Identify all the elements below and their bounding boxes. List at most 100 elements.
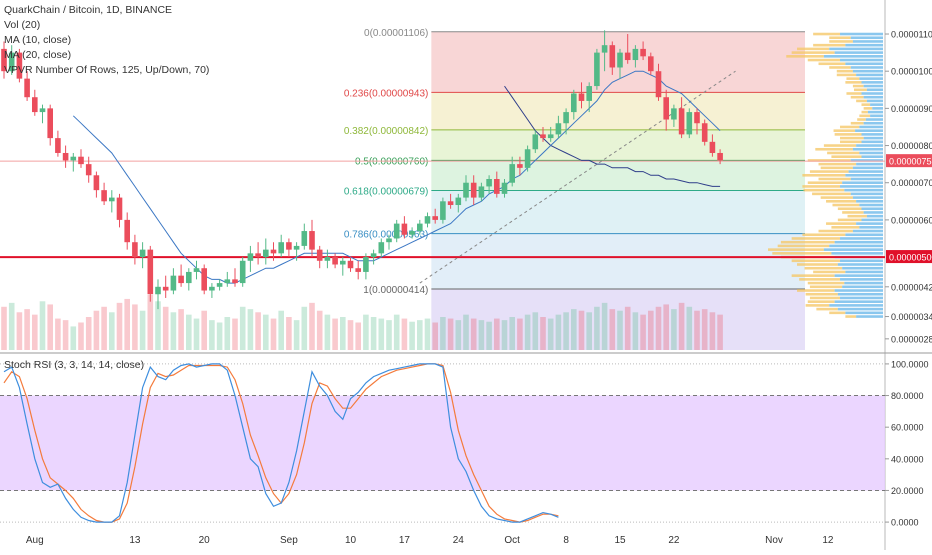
candle-body — [239, 260, 246, 284]
fib-zone — [431, 190, 805, 234]
candle-body — [386, 238, 392, 243]
volume-bar — [232, 318, 238, 350]
vpvr-bar-down — [802, 173, 846, 177]
legend-ma-20[interactable]: MA (20, close) — [4, 49, 72, 61]
time-tick-label: Aug — [26, 535, 44, 546]
candle-body — [624, 52, 631, 61]
vpvr-bar-up — [863, 136, 883, 140]
vpvr-bar-up — [831, 252, 883, 255]
volume-bar — [24, 309, 30, 350]
candle-body — [447, 201, 454, 206]
volume-bar — [532, 312, 539, 350]
candle-body — [232, 279, 238, 284]
volume-bar — [524, 314, 531, 350]
stoch-rsi-legend[interactable]: Stoch RSI (3, 3, 14, 14, close) — [4, 359, 145, 371]
vpvr-bar-down — [857, 118, 866, 121]
vpvr-bar-up — [840, 185, 883, 188]
vpvr-bar-down — [772, 252, 832, 255]
volume-bar — [370, 317, 377, 350]
candle-body — [601, 45, 608, 53]
candle-body — [270, 249, 277, 254]
vpvr-bar-down — [818, 162, 857, 166]
candle-body — [47, 108, 53, 139]
vpvr-bar-down — [820, 166, 853, 170]
vpvr-bar-down — [829, 36, 851, 40]
volume-bar — [186, 314, 192, 350]
vpvr-bar-up — [834, 289, 883, 292]
legend-ma-10[interactable]: MA (10, close) — [4, 34, 72, 46]
vpvr-bar-down — [833, 129, 856, 132]
candle-body — [78, 156, 84, 165]
candle-body — [39, 108, 46, 113]
fib-zone — [431, 129, 805, 161]
vpvr-bar-down — [807, 281, 845, 285]
candle-body — [463, 182, 469, 198]
vpvr-bar-up — [845, 233, 883, 237]
vpvr-bar-down — [813, 270, 846, 274]
vpvr-bar-down — [827, 151, 860, 155]
candle-body — [162, 286, 169, 291]
legend-vpvr[interactable]: VPVR Number Of Rows, 125, Up/Down, 70) — [4, 64, 210, 76]
volume-bar — [355, 322, 361, 350]
candle-body — [524, 149, 531, 168]
vpvr-bar-down — [850, 121, 864, 125]
vpvr-bar-down — [836, 69, 853, 73]
volume-bar — [209, 320, 215, 350]
volume-bar — [324, 314, 331, 350]
volume-bar — [648, 310, 654, 350]
candle-body — [216, 283, 223, 287]
volume-bar — [109, 312, 115, 350]
vpvr-bar-down — [826, 222, 857, 225]
vpvr-bar-up — [850, 159, 883, 162]
vpvr-bar-up — [861, 92, 883, 95]
candle-body — [55, 138, 61, 153]
candle-body — [286, 242, 292, 250]
volume-bar — [347, 320, 354, 350]
vpvr-bar-up — [840, 237, 883, 240]
vpvr-bar-down — [816, 307, 838, 311]
vpvr-bar-up — [866, 88, 883, 92]
vpvr-bar-up — [856, 162, 883, 166]
vpvr-bar-down — [805, 304, 830, 307]
vpvr-bar-down — [791, 274, 835, 277]
candle-body — [571, 93, 577, 113]
symbol-title[interactable]: QuarkChain / Bitcoin, 1D, BINANCE — [4, 4, 173, 16]
candle-body — [709, 141, 716, 153]
vpvr-bar-down — [809, 296, 841, 300]
vpvr-bar-down — [834, 133, 862, 136]
vpvr-bar-up — [852, 147, 883, 151]
vpvr-bar-up — [861, 140, 883, 144]
vpvr-bar-down — [803, 188, 845, 192]
candle-body — [278, 242, 284, 254]
vpvr-bar-down — [818, 229, 853, 233]
candle-body — [663, 97, 669, 120]
vpvr-bar-up — [842, 181, 883, 185]
vpvr-bar-up — [861, 207, 883, 211]
vpvr-bar-up — [852, 166, 883, 170]
volume-bar — [293, 320, 300, 350]
vpvr-bar-down — [863, 107, 873, 110]
candle-body — [309, 231, 315, 250]
volume-bar — [540, 317, 546, 350]
vpvr-bar-down — [820, 196, 853, 199]
volume-bar — [301, 306, 308, 350]
vpvr-bar-down — [832, 203, 860, 207]
volume-bar — [224, 317, 231, 350]
vpvr-bar-up — [845, 62, 883, 66]
fib-zone — [431, 92, 805, 130]
volume-bar — [16, 312, 23, 350]
volume-bar — [563, 312, 569, 350]
volume-bar — [286, 317, 292, 350]
candle-body — [85, 164, 92, 176]
candle-body — [686, 112, 693, 135]
vpvr-bar-up — [852, 40, 883, 43]
volume-bar — [517, 318, 523, 350]
candle-body — [678, 108, 685, 135]
legend-volume[interactable]: Vol (20) — [4, 19, 41, 31]
vpvr-bar-down — [842, 211, 864, 214]
volume-bar — [247, 309, 254, 350]
candle-body — [563, 112, 569, 124]
